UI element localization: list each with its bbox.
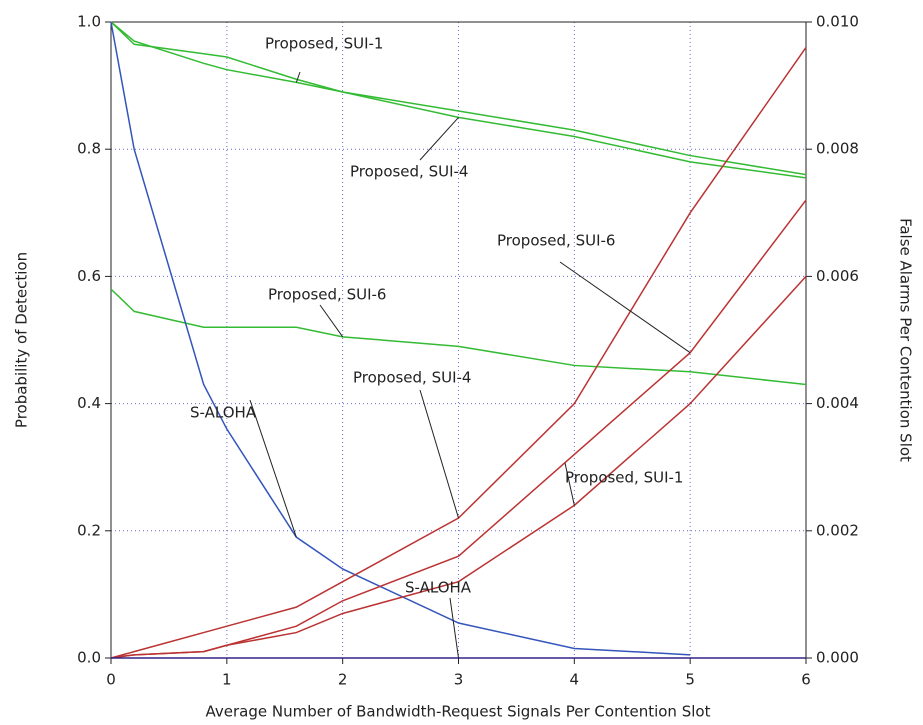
annotation-leader bbox=[319, 304, 344, 338]
annotation: S-ALOHA bbox=[405, 579, 472, 597]
y2-tick-label: 0.002 bbox=[816, 521, 859, 539]
annotation: Proposed, SUI-6 bbox=[268, 286, 386, 304]
x-tick-label: 6 bbox=[801, 671, 811, 689]
annotation: Proposed, SUI-6 bbox=[497, 232, 615, 250]
annotation-leader bbox=[419, 117, 459, 161]
y-tick-label: 0.2 bbox=[77, 521, 101, 539]
y2-axis-label: False Alarms Per Contention Slot bbox=[897, 218, 915, 462]
x-tick-label: 4 bbox=[570, 671, 580, 689]
y-tick-label: 0.0 bbox=[77, 649, 101, 667]
y-tick-label: 0.8 bbox=[77, 140, 101, 158]
annotation-leader bbox=[249, 399, 297, 538]
x-tick-label: 2 bbox=[338, 671, 348, 689]
x-axis-label: Average Number of Bandwidth-Request Sign… bbox=[206, 703, 711, 721]
annotation-leader bbox=[419, 389, 459, 519]
series-line bbox=[110, 288, 807, 386]
annotation: Proposed, SUI-1 bbox=[265, 35, 383, 53]
y-tick-label: 1.0 bbox=[77, 13, 101, 31]
annotation-leader bbox=[559, 261, 691, 354]
series-line bbox=[110, 47, 807, 659]
x-tick-label: 3 bbox=[454, 671, 464, 689]
x-tick-label: 5 bbox=[685, 671, 695, 689]
y2-tick-label: 0.004 bbox=[816, 394, 859, 412]
series-line bbox=[110, 21, 807, 176]
annotation: Proposed, SUI-1 bbox=[565, 469, 683, 487]
annotation-leader bbox=[449, 597, 459, 659]
y2-tick-label: 0.006 bbox=[816, 267, 859, 285]
y-axis-label: Probability of Detection bbox=[13, 252, 31, 428]
series-line bbox=[110, 275, 807, 659]
series-line bbox=[110, 21, 691, 656]
x-tick-label: 1 bbox=[222, 671, 232, 689]
annotation: S-ALOHA bbox=[190, 404, 257, 422]
series-line bbox=[110, 21, 807, 179]
y2-tick-label: 0.000 bbox=[816, 649, 859, 667]
annotation-leader bbox=[564, 462, 575, 506]
annotation: Proposed, SUI-4 bbox=[350, 163, 468, 181]
y-tick-label: 0.6 bbox=[77, 267, 101, 285]
y2-tick-label: 0.008 bbox=[816, 140, 859, 158]
y-tick-label: 0.4 bbox=[77, 394, 101, 412]
annotation: Proposed, SUI-4 bbox=[353, 369, 471, 387]
y2-tick-label: 0.010 bbox=[816, 13, 859, 31]
x-tick-label: 0 bbox=[106, 671, 116, 689]
annotation-leader bbox=[295, 71, 301, 83]
